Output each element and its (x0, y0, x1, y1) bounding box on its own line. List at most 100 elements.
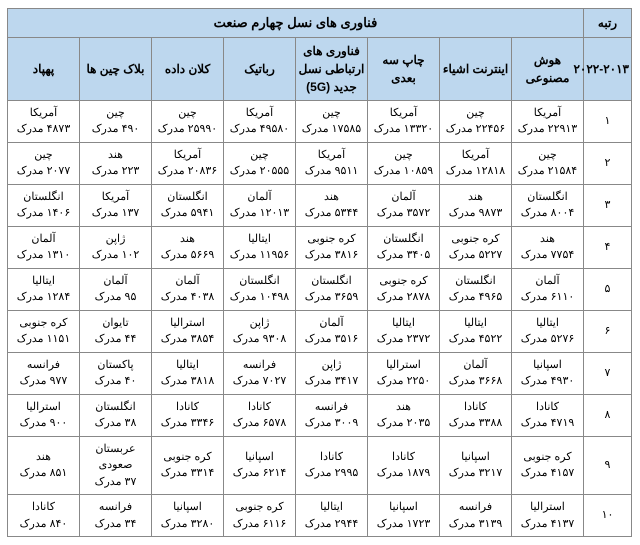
country-name: تایوان (82, 315, 149, 332)
country-name: استرالیا (154, 315, 221, 332)
doc-count: ۵۳۴۴ مدرک (298, 205, 365, 222)
doc-count: ۶۱۱۰ مدرک (514, 289, 581, 306)
data-cell: انگلستان۵۹۴۱ مدرک (152, 184, 224, 226)
column-header: کلان داده (152, 37, 224, 100)
table-row: ۱آمریکا۲۲۹۱۳ مدرکچین۲۲۴۵۶ مدرکآمریکا۱۳۳۲… (7, 100, 631, 142)
rank-cell: ۱۰ (584, 495, 632, 537)
data-cell: چین۲۲۴۵۶ مدرک (440, 100, 512, 142)
country-name: کره جنوبی (514, 449, 581, 466)
data-cell: فرانسه۳۱۳۹ مدرک (440, 495, 512, 537)
country-name: فرانسه (82, 499, 149, 516)
doc-count: ۹۵۱۱ مدرک (298, 163, 365, 180)
country-name: کانادا (10, 499, 77, 516)
table-row: ۳انگلستان۸۰۰۴ مدرکهند۹۸۷۳ مدرکآلمان۳۵۷۲ … (7, 184, 631, 226)
country-name: ایتالیا (514, 315, 581, 332)
doc-count: ۴۹۶۵ مدرک (442, 289, 509, 306)
data-cell: پاکستان۴۰ مدرک (80, 352, 152, 394)
doc-count: ۱۷۲۳ مدرک (370, 516, 437, 533)
data-cell: استرالیا۴۱۳۷ مدرک (512, 495, 584, 537)
data-cell: اسپانیا۳۲۱۷ مدرک (440, 436, 512, 495)
country-name: آلمان (442, 357, 509, 374)
doc-count: ۳۳۱۴ مدرک (154, 465, 221, 482)
country-name: چین (442, 105, 509, 122)
doc-count: ۲۰۷۷ مدرک (10, 163, 77, 180)
data-cell: انگلستان۸۰۰۴ مدرک (512, 184, 584, 226)
data-cell: آمریکا۲۲۹۱۳ مدرک (512, 100, 584, 142)
country-name: فرانسه (298, 399, 365, 416)
data-cell: ایتالیا۱۱۹۵۶ مدرک (224, 226, 296, 268)
column-header: پهپاد (7, 37, 79, 100)
data-cell: استرالیا۳۸۵۴ مدرک (152, 310, 224, 352)
data-cell: فرانسه۳۴ مدرک (80, 495, 152, 537)
country-name: چین (10, 147, 77, 164)
doc-count: ۱۲۰۱۳ مدرک (226, 205, 293, 222)
doc-count: ۴۴ مدرک (82, 331, 149, 348)
country-name: آمریکا (154, 147, 221, 164)
country-name: آلمان (370, 189, 437, 206)
country-name: کانادا (514, 399, 581, 416)
data-cell: کانادا۳۳۴۶ مدرک (152, 394, 224, 436)
doc-count: ۳۲۱۷ مدرک (442, 465, 509, 482)
data-cell: اسپانیا۴۹۳۰ مدرک (512, 352, 584, 394)
country-name: استرالیا (514, 499, 581, 516)
country-name: ژاپن (298, 357, 365, 374)
doc-count: ۳۰۰۹ مدرک (298, 415, 365, 432)
data-cell: انگلستان۴۹۶۵ مدرک (440, 268, 512, 310)
doc-count: ۳۱۳۹ مدرک (442, 516, 509, 533)
doc-count: ۴۱۵۷ مدرک (514, 465, 581, 482)
data-cell: آمریکا۱۲۸۱۸ مدرک (440, 142, 512, 184)
data-cell: ژاپن۹۳۰۸ مدرک (224, 310, 296, 352)
country-name: ایتالیا (226, 231, 293, 248)
rank-header: رتبه (584, 9, 632, 38)
doc-count: ۱۲۸۴ مدرک (10, 289, 77, 306)
data-cell: آمریکا۴۹۵۸۰ مدرک (224, 100, 296, 142)
country-name: آمریکا (514, 105, 581, 122)
doc-count: ۸۴۰ مدرک (10, 516, 77, 533)
data-cell: فرانسه۳۰۰۹ مدرک (296, 394, 368, 436)
data-cell: آمریکا۱۳۷ مدرک (80, 184, 152, 226)
country-name: انگلستان (442, 273, 509, 290)
country-name: اسپانیا (370, 499, 437, 516)
data-cell: چین۲۰۷۷ مدرک (7, 142, 79, 184)
table-row: ۲چین۲۱۵۸۴ مدرکآمریکا۱۲۸۱۸ مدرکچین۱۰۸۵۹ م… (7, 142, 631, 184)
column-header: اینترنت اشیاء (440, 37, 512, 100)
country-name: انگلستان (226, 273, 293, 290)
rank-subheader: ۲۰۲۲-۲۰۱۳ (584, 37, 632, 100)
country-name: چین (298, 105, 365, 122)
table-row: ۷اسپانیا۴۹۳۰ مدرکآلمان۳۶۶۸ مدرکاسترالیا۲… (7, 352, 631, 394)
country-name: کره جنوبی (298, 231, 365, 248)
doc-count: ۶۲۱۴ مدرک (226, 465, 293, 482)
doc-count: ۹۳۰۸ مدرک (226, 331, 293, 348)
doc-count: ۸۰۰۴ مدرک (514, 205, 581, 222)
country-name: هند (442, 189, 509, 206)
country-name: هند (370, 399, 437, 416)
data-cell: کره جنوبی۲۸۷۸ مدرک (368, 268, 440, 310)
data-cell: هند۵۶۶۹ مدرک (152, 226, 224, 268)
country-name: استرالیا (10, 399, 77, 416)
doc-count: ۱۱۹۵۶ مدرک (226, 247, 293, 264)
doc-count: ۳۸۱۶ مدرک (298, 247, 365, 264)
country-name: انگلستان (10, 189, 77, 206)
doc-count: ۱۲۸۱۸ مدرک (442, 163, 509, 180)
data-cell: آمریکا۲۰۸۳۶ مدرک (152, 142, 224, 184)
doc-count: ۲۲۹۱۳ مدرک (514, 121, 581, 138)
country-name: اسپانیا (514, 357, 581, 374)
doc-count: ۲۹۴۴ مدرک (298, 516, 365, 533)
doc-count: ۳۸ مدرک (82, 415, 149, 432)
country-name: اسپانیا (154, 499, 221, 516)
doc-count: ۳۵۷۲ مدرک (370, 205, 437, 222)
rank-cell: ۱ (584, 100, 632, 142)
doc-count: ۲۲۳ مدرک (82, 163, 149, 180)
country-name: آمریکا (10, 105, 77, 122)
doc-count: ۵۲۷۶ مدرک (514, 331, 581, 348)
doc-count: ۳۳۴۶ مدرک (154, 415, 221, 432)
doc-count: ۲۱۵۸۴ مدرک (514, 163, 581, 180)
doc-count: ۱۰۴۹۸ مدرک (226, 289, 293, 306)
doc-count: ۱۰۸۵۹ مدرک (370, 163, 437, 180)
table-row: ۵آلمان۶۱۱۰ مدرکانگلستان۴۹۶۵ مدرککره جنوب… (7, 268, 631, 310)
data-cell: آمریکا۴۸۷۳ مدرک (7, 100, 79, 142)
doc-count: ۳۵۱۶ مدرک (298, 331, 365, 348)
doc-count: ۳۴۱۷ مدرک (298, 373, 365, 390)
doc-count: ۴۰ مدرک (82, 373, 149, 390)
data-cell: کانادا۳۳۸۸ مدرک (440, 394, 512, 436)
